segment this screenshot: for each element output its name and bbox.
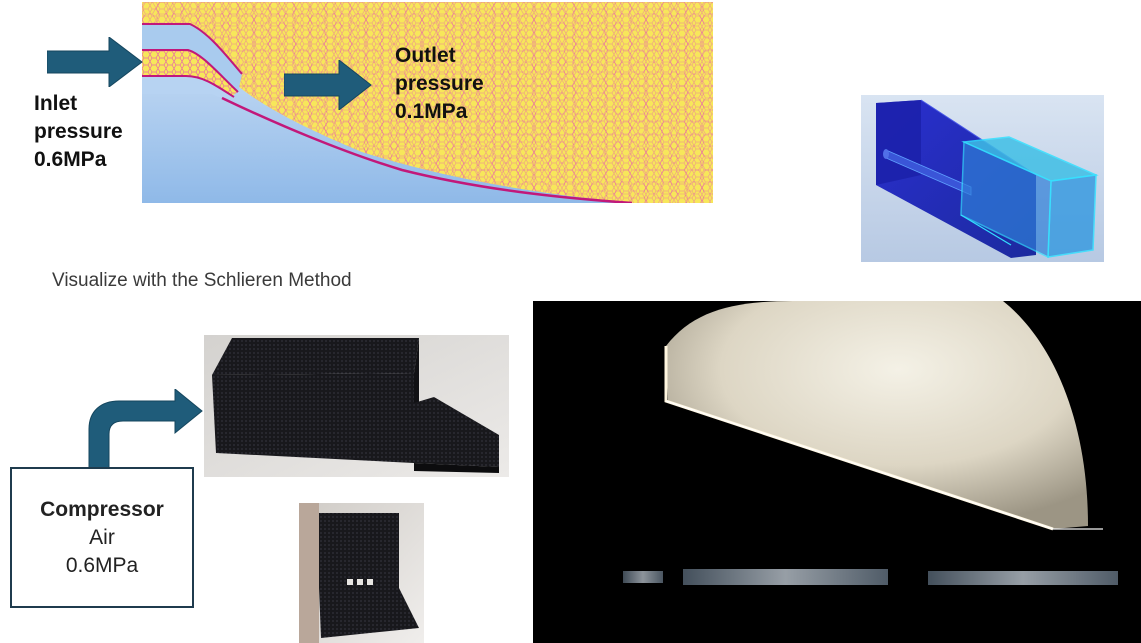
outlet-label-line2: pressure bbox=[395, 72, 484, 95]
outlet-label-line1: Outlet bbox=[395, 44, 456, 67]
compressor-medium: Air bbox=[89, 525, 115, 549]
outlet-arrow-icon bbox=[284, 60, 372, 110]
compressor-title: Compressor bbox=[40, 497, 164, 521]
cad-model-image bbox=[861, 95, 1104, 262]
compressor-box: Compressor Air 0.6MPa bbox=[10, 467, 194, 608]
schlieren-caption: Visualize with the Schlieren Method bbox=[52, 270, 352, 291]
cfd-mesh-panel bbox=[142, 2, 713, 203]
outlet-label-line3: 0.1MPa bbox=[395, 100, 468, 123]
inlet-label-line3: 0.6MPa bbox=[34, 148, 107, 171]
inlet-arrow-icon bbox=[47, 37, 143, 87]
schlieren-image bbox=[533, 301, 1141, 643]
printed-nozzle-photo bbox=[204, 335, 509, 477]
inlet-label-line1: Inlet bbox=[34, 92, 78, 115]
outlet-pressure-label: Outlet pressure 0.1MPa bbox=[395, 42, 484, 126]
nozzle-outlet-photo bbox=[299, 503, 424, 643]
inlet-label-line2: pressure bbox=[34, 120, 123, 143]
inlet-pressure-label: Inlet pressure 0.6MPa bbox=[34, 90, 123, 174]
compressor-arrow-icon bbox=[87, 389, 203, 469]
compressor-pressure: 0.6MPa bbox=[65, 553, 139, 577]
cfd-mesh-image bbox=[142, 2, 713, 203]
